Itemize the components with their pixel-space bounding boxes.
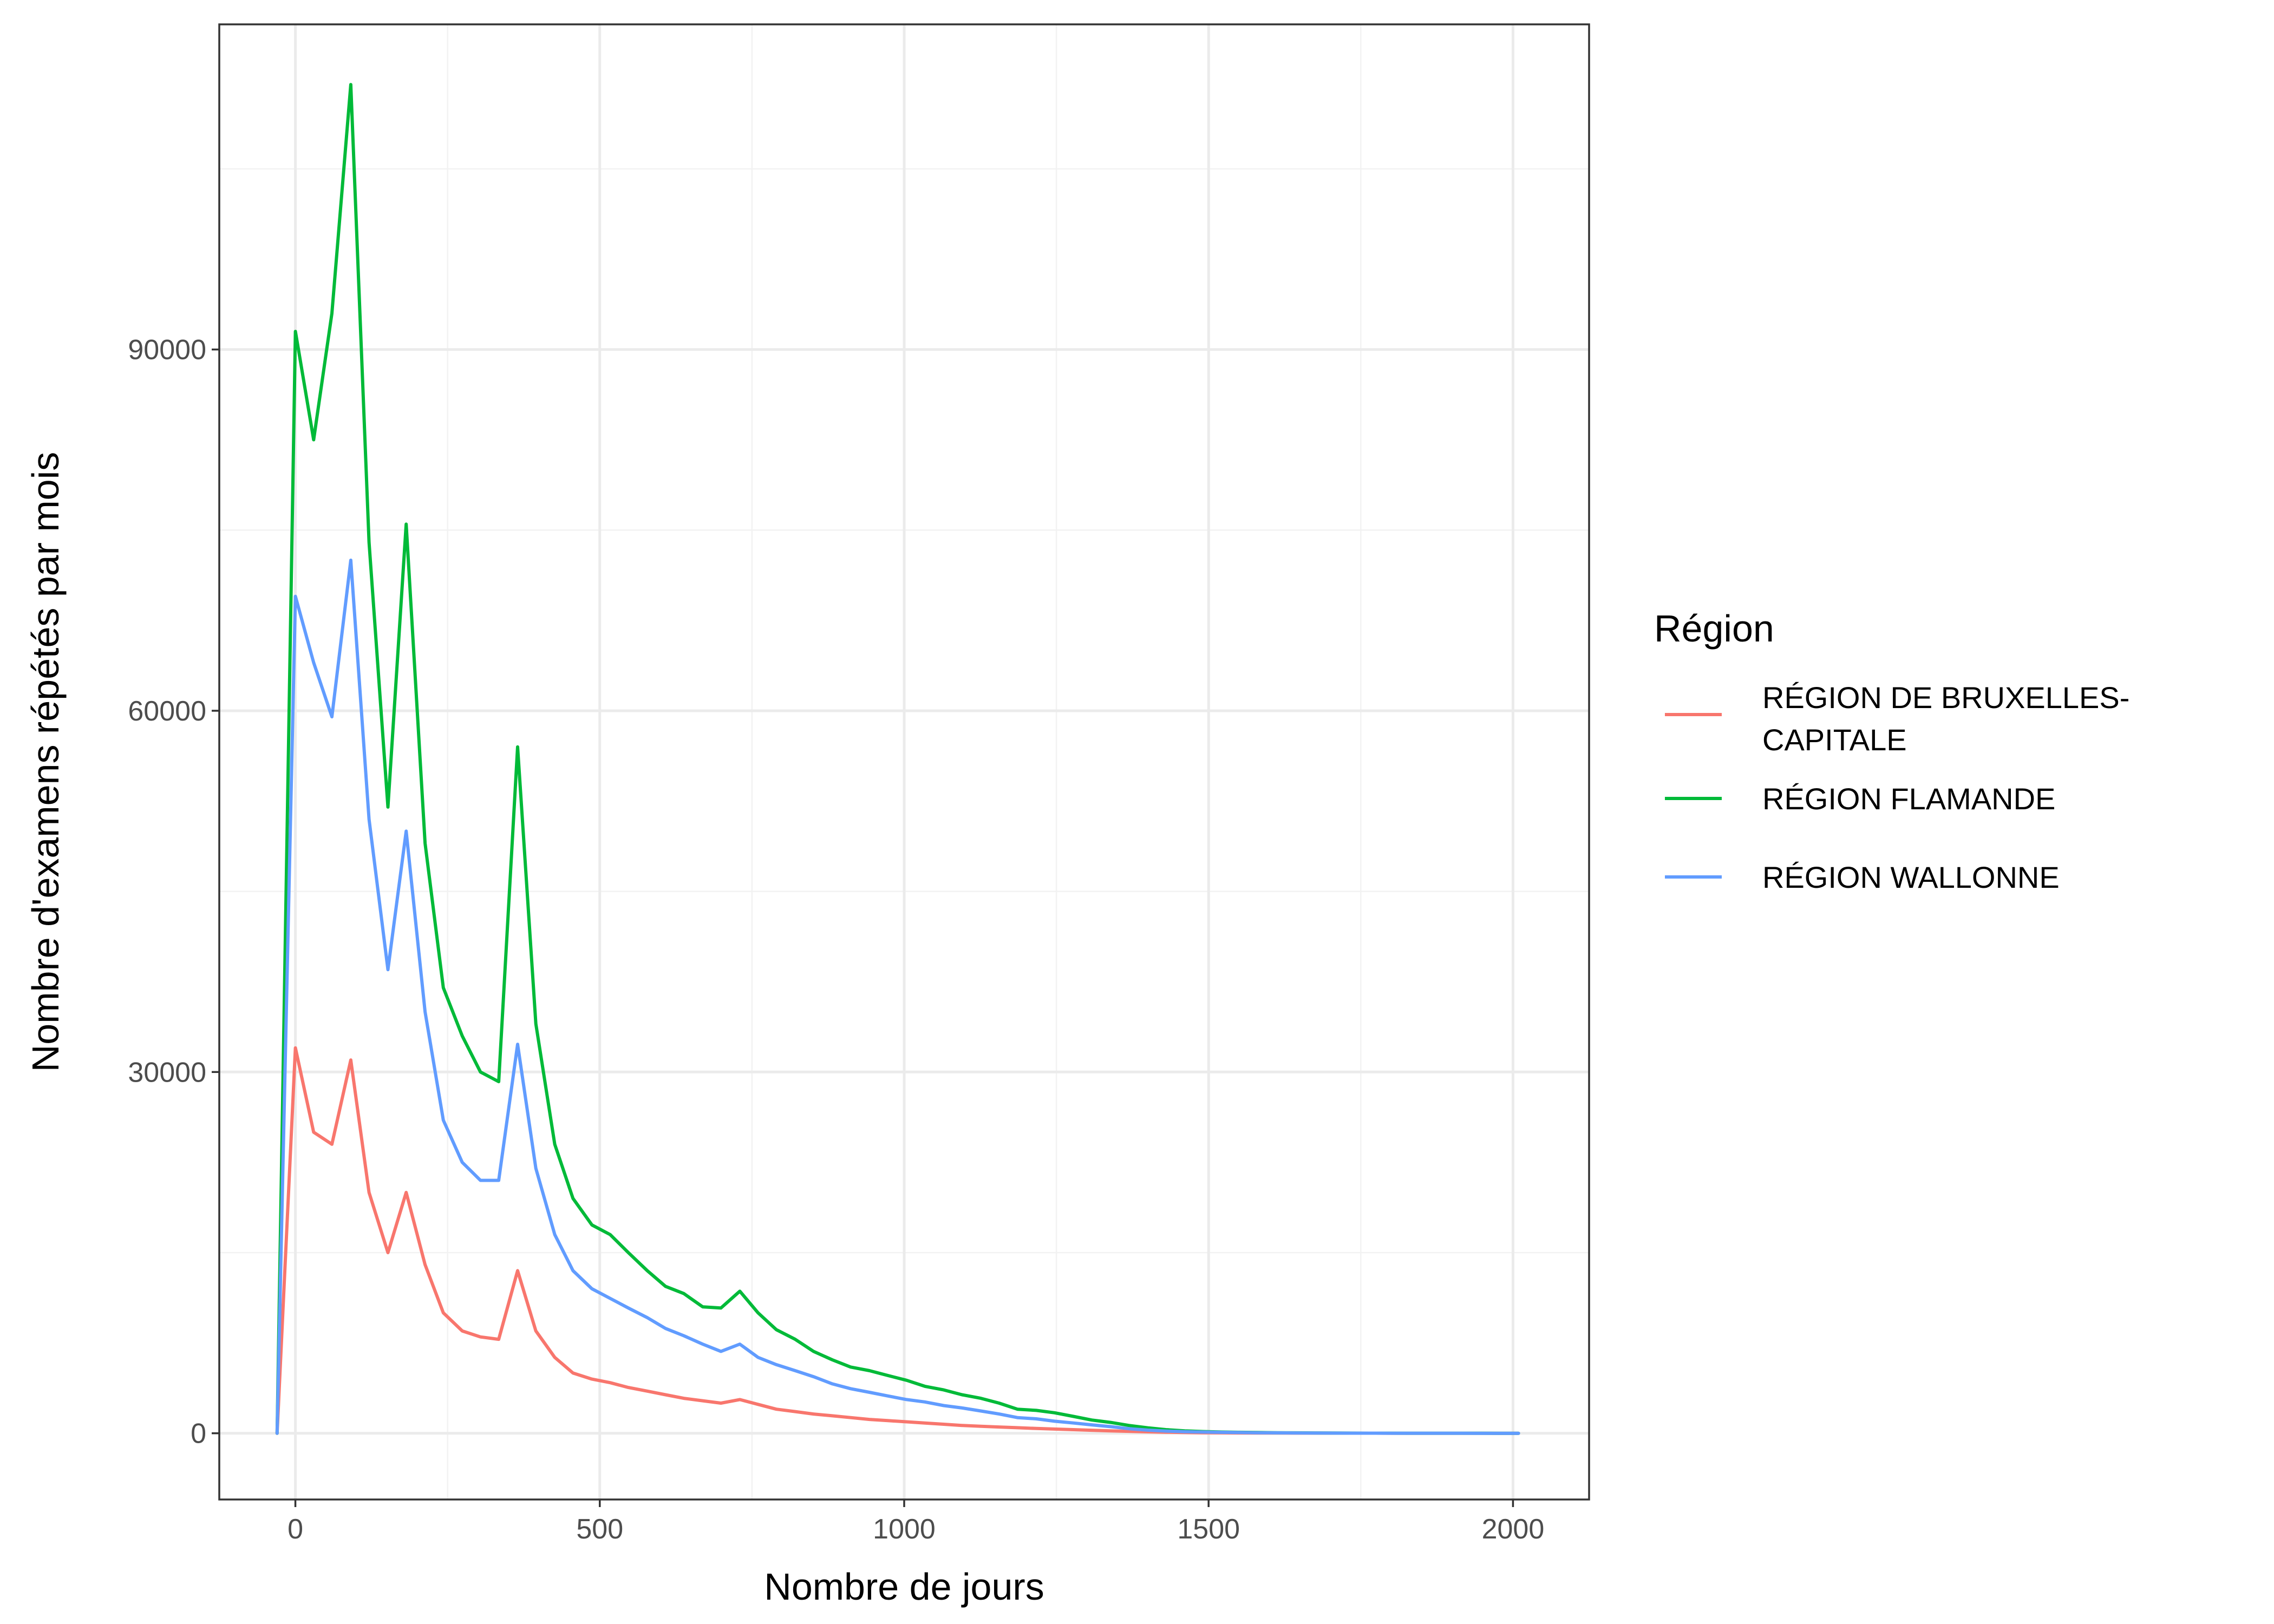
legend-label-2: RÉGION WALLONNE [1762, 860, 2060, 894]
y-axis: 0 30000 60000 90000 [128, 335, 219, 1450]
y-tick-label: 30000 [128, 1057, 206, 1088]
y-tick-label: 90000 [128, 335, 206, 366]
x-tick-label: 1000 [873, 1514, 936, 1545]
legend-label-0-line-1: CAPITALE [1762, 723, 1907, 757]
legend: Région RÉGION DE BRUXELLES- CAPITALE RÉGIO… [1654, 607, 2129, 894]
series-line-2 [275, 558, 1520, 1435]
grid-major [219, 24, 1589, 1499]
series-lines [275, 83, 1520, 1435]
legend-label-0-line-0: RÉGION DE BRUXELLES- [1762, 680, 2129, 715]
x-tick-label: 1500 [1177, 1514, 1240, 1545]
x-tick-label: 500 [576, 1514, 623, 1545]
y-tick-label: 0 [191, 1418, 206, 1450]
legend-label-1: RÉGION FLAMANDE [1762, 782, 2055, 816]
x-tick-label: 2000 [1482, 1514, 1545, 1545]
y-axis-title: Nombre d'examens répétés par mois [24, 452, 67, 1072]
y-tick-label: 60000 [128, 696, 206, 727]
x-tick-label: 0 [287, 1514, 303, 1545]
x-axis: 0 500 1000 1500 2000 [287, 1499, 1544, 1545]
x-axis-title: Nombre de jours [764, 1566, 1044, 1608]
plot-panel [218, 23, 1590, 1501]
legend-title: Région [1654, 607, 1774, 650]
